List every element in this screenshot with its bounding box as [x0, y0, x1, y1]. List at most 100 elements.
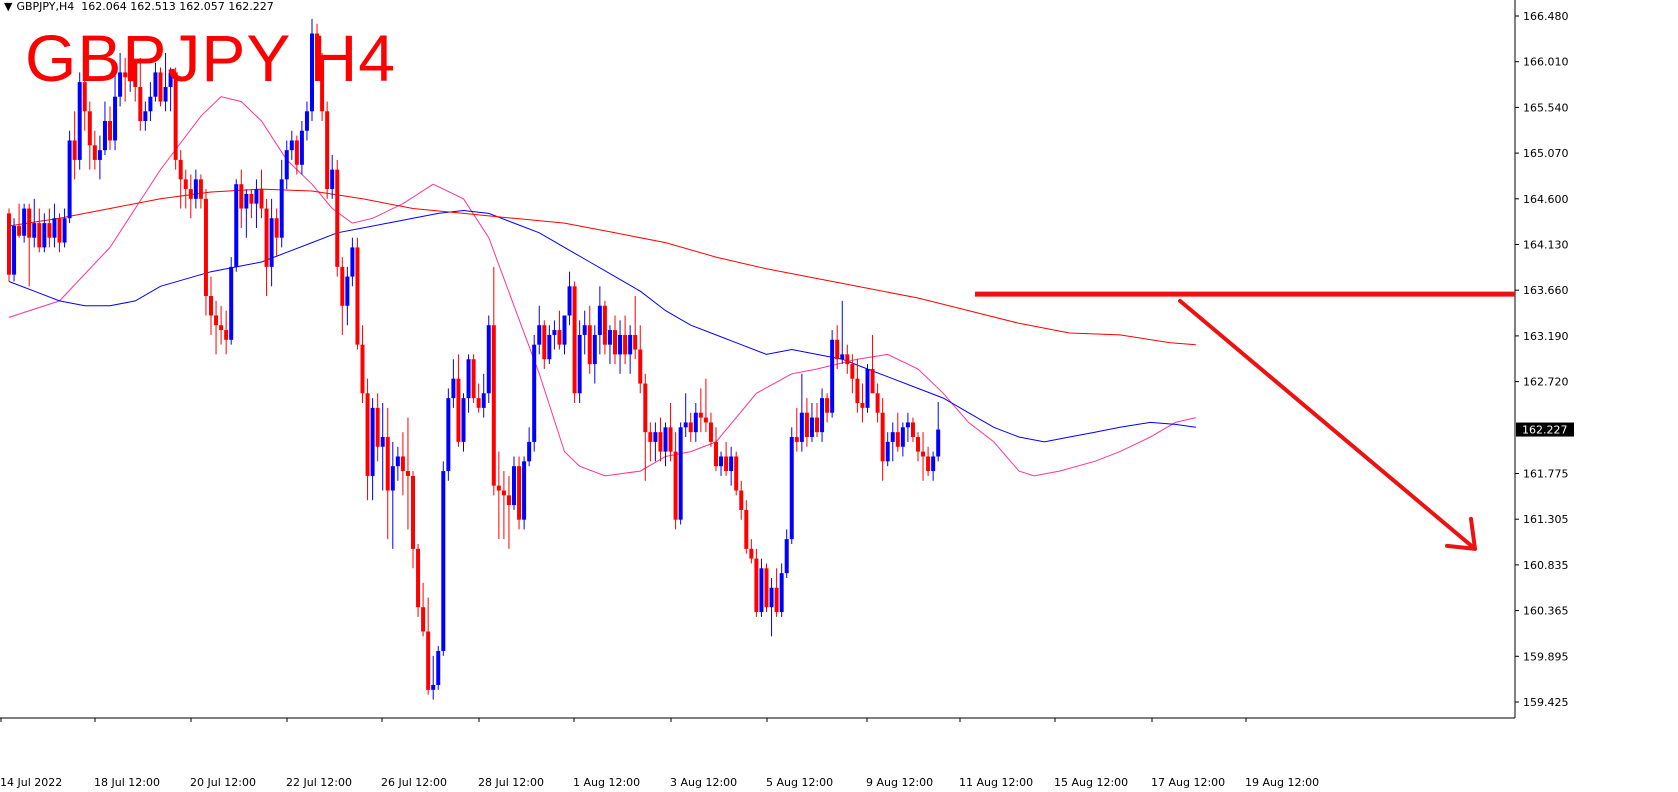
- candle-body: [350, 247, 355, 277]
- candle-body: [708, 422, 713, 442]
- moving-average-2: [8, 209, 1196, 443]
- candle: [421, 582, 426, 637]
- candle-body: [789, 437, 794, 540]
- candle-body: [537, 325, 542, 345]
- candle: [517, 456, 522, 530]
- candle: [491, 266, 496, 496]
- candle: [567, 271, 572, 326]
- candle-body: [224, 330, 229, 340]
- candle: [416, 543, 421, 617]
- candle-body: [501, 490, 506, 496]
- candle: [315, 23, 320, 68]
- candle: [168, 67, 173, 112]
- candle-body: [315, 33, 320, 58]
- candle: [506, 475, 511, 549]
- candle: [375, 393, 380, 462]
- candle: [668, 402, 673, 462]
- candle: [926, 446, 931, 476]
- candle-body: [623, 334, 628, 355]
- candle: [97, 135, 102, 180]
- candle: [809, 402, 814, 442]
- triangle-down-icon[interactable]: ▼: [4, 0, 13, 13]
- candle-body: [82, 82, 87, 112]
- candle: [143, 101, 148, 131]
- candle-body: [779, 573, 784, 613]
- candle-body: [441, 471, 446, 651]
- candle: [42, 213, 47, 253]
- candle-body: [633, 334, 638, 350]
- candle: [456, 354, 461, 447]
- candle: [183, 169, 188, 209]
- candle-body: [491, 325, 496, 486]
- candle: [451, 359, 456, 408]
- candle-body: [52, 218, 57, 238]
- candle-body: [102, 121, 107, 151]
- time-axis[interactable]: 14 Jul 2022 18 Jul 12:00 20 Jul 12:00 22 Ju…: [0, 718, 1319, 789]
- symbol-header: ▼ GBPJPY,H4 162.064 162.513 162.057 162.2…: [4, 0, 274, 13]
- candle-body: [870, 368, 875, 394]
- candle-body: [113, 96, 118, 141]
- time-tick-label: 3 Aug 12:00: [670, 776, 737, 789]
- candle-body: [512, 466, 516, 506]
- candle-body: [794, 437, 799, 442]
- price-tick-label: 159.895: [1523, 650, 1569, 663]
- candle-body: [860, 402, 865, 408]
- candle: [209, 276, 213, 335]
- symbol-info: GBPJPY,H4: [16, 0, 75, 13]
- price-tick-label: 159.425: [1523, 696, 1569, 709]
- overlay-title: GBPJPY H4: [25, 21, 396, 95]
- candle-body: [724, 456, 729, 472]
- candle-body: [678, 427, 683, 520]
- candle: [118, 52, 123, 107]
- candle: [708, 412, 713, 447]
- candle-body: [476, 398, 481, 408]
- candle: [274, 208, 279, 258]
- candle-body: [92, 145, 97, 160]
- time-tick-label: 17 Aug 12:00: [1151, 776, 1225, 789]
- candle: [719, 451, 724, 476]
- candle-body: [845, 354, 850, 365]
- candle-body: [17, 226, 22, 236]
- candle-body: [527, 441, 532, 462]
- candle-body: [486, 325, 491, 394]
- candle: [789, 427, 794, 544]
- candle-body: [421, 607, 426, 632]
- candle-body: [688, 422, 693, 433]
- candle-body: [572, 286, 577, 394]
- candle-body: [804, 412, 809, 438]
- candle-body: [582, 325, 587, 335]
- candle-body: [411, 475, 415, 549]
- candle: [714, 427, 718, 472]
- price-tick-label: 161.305: [1523, 513, 1569, 526]
- candle-body: [325, 111, 330, 190]
- candle-body: [744, 509, 749, 549]
- candle: [113, 72, 118, 151]
- candle-body: [254, 189, 259, 204]
- candle-body: [719, 456, 724, 467]
- candle-body: [618, 334, 623, 355]
- candle: [345, 266, 350, 326]
- price-tick-label: 164.130: [1523, 239, 1569, 252]
- candle-body: [57, 218, 62, 243]
- candle-body: [668, 427, 673, 452]
- candle-body: [375, 407, 380, 447]
- candle-body: [926, 456, 931, 472]
- candle: [764, 563, 769, 613]
- candle: [688, 412, 693, 442]
- candle-body: [385, 437, 390, 491]
- moving-average-3: [8, 188, 1196, 346]
- candle-body: [87, 111, 92, 146]
- candle-body: [643, 383, 648, 433]
- candle-body: [916, 437, 920, 452]
- candle-body: [532, 344, 537, 442]
- candle-body: [542, 325, 547, 360]
- candle-body: [209, 296, 213, 316]
- candle: [936, 402, 941, 462]
- candle-body: [880, 412, 885, 462]
- price-tick-label: 163.660: [1523, 284, 1569, 297]
- price-axis[interactable]: 166.480 166.010 165.540 165.070 164.600 164.1…: [1515, 10, 1574, 709]
- candle-body: [264, 208, 269, 267]
- candle-body: [193, 179, 198, 199]
- candle-body: [355, 247, 360, 345]
